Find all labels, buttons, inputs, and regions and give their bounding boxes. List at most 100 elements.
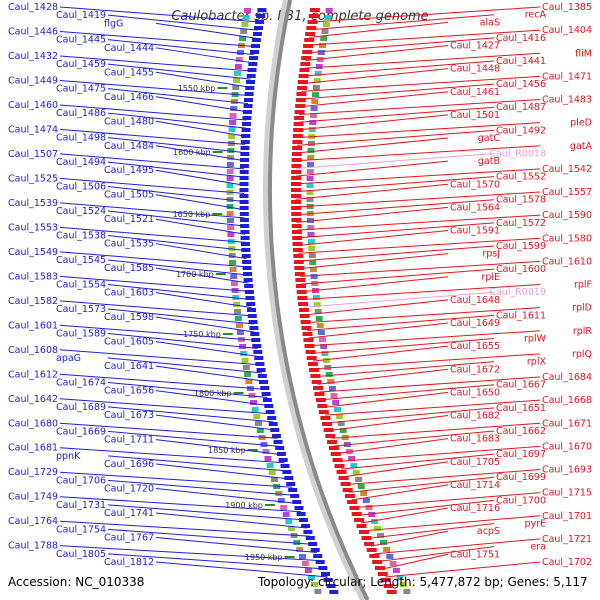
gene-block (295, 98, 306, 102)
gene-label: Caul_1466 (104, 92, 154, 103)
gene-leader-line (59, 496, 302, 513)
gene-leader-line (59, 300, 253, 317)
gene-block (306, 183, 314, 188)
gene-leader-line (301, 75, 541, 92)
gene-leader-line (321, 384, 495, 401)
gene-label: Caul_1495 (104, 165, 154, 176)
gene-leader-line (364, 515, 541, 532)
gene-leader-line (155, 537, 318, 554)
gene-leader-line (311, 337, 495, 354)
gene-leader-line (155, 22, 257, 39)
gene-label: Caul_R0018 (489, 148, 546, 159)
gene-leader-line (331, 422, 541, 439)
gene-block (230, 274, 238, 279)
gene-leader-line (312, 6, 541, 23)
gene-label: Caul_1524 (56, 206, 106, 217)
gene-leader-line (296, 214, 541, 231)
gene-label: Caul_1749 (8, 492, 58, 503)
gene-block (248, 320, 258, 324)
gene-leader-line (59, 202, 245, 219)
gene-block (334, 464, 345, 468)
gene-block (364, 542, 375, 546)
gene-block (246, 302, 256, 306)
gene-block (322, 422, 332, 426)
gene-label: Caul_1705 (450, 457, 500, 468)
gene-block (377, 533, 384, 538)
gene-block (309, 8, 320, 12)
gene-block (277, 498, 285, 503)
gene-block (268, 422, 278, 426)
gene-label: Caul_1669 (56, 426, 106, 437)
gene-leader-line (107, 308, 254, 325)
gene-block (296, 512, 306, 516)
gene-leader-line (107, 528, 314, 545)
gene-label: Caul_1696 (104, 459, 154, 470)
gene-block (296, 92, 307, 96)
gene-label: Caul_1605 (104, 337, 154, 348)
gene-block (240, 230, 250, 234)
gene-block (313, 386, 323, 390)
gene-block (307, 225, 315, 230)
gene-block (306, 197, 314, 202)
gene-block (282, 470, 292, 474)
gene-label: Caul_1670 (542, 441, 592, 452)
gene-block (273, 440, 283, 444)
gene-block (242, 122, 251, 126)
gene-leader-line (59, 177, 245, 194)
gene-block (372, 560, 383, 564)
gene-label: Caul_1483 (542, 95, 592, 106)
gene-leader-line (374, 538, 541, 555)
gene-label: Caul_1651 (496, 403, 546, 414)
gene-block (282, 512, 290, 517)
gene-block (347, 500, 358, 504)
gene-block (336, 470, 347, 474)
gene-block (242, 116, 252, 120)
gene-block (246, 74, 256, 78)
gene-block (307, 162, 314, 167)
gene-label: Caul_1404 (542, 25, 592, 36)
gene-block (307, 362, 318, 366)
gene-leader-line (323, 391, 449, 408)
gene-leader-line (155, 194, 245, 211)
gene-block (291, 152, 302, 156)
gene-leader-line (370, 530, 449, 547)
gene-block (291, 188, 301, 192)
gene-block (239, 218, 249, 222)
gene-block (234, 64, 242, 69)
gene-block (360, 491, 368, 496)
gene-label: Caul_1432 (8, 51, 58, 62)
gene-leader-line (59, 30, 256, 47)
gene-block (242, 266, 252, 270)
gene-block (348, 456, 356, 461)
gene-block (240, 158, 249, 162)
gene-block (292, 140, 303, 144)
gene-leader-line (304, 52, 541, 69)
gene-label: Caul_1419 (56, 10, 106, 21)
gene-label: Caul_1501 (450, 110, 500, 121)
gene-block (310, 106, 318, 111)
gene-block (396, 575, 404, 580)
gene-block (313, 78, 321, 83)
gene-label: Caul_1601 (8, 320, 58, 331)
gene-block (260, 442, 268, 447)
gene-block (304, 344, 315, 348)
gene-block (389, 561, 397, 566)
gene-block (311, 582, 319, 587)
gene-label: Caul_1545 (56, 255, 106, 266)
gene-label: gatA (570, 141, 593, 152)
gene-block (255, 421, 262, 426)
gene-block (243, 104, 253, 108)
gene-block (285, 519, 293, 524)
gene-block (291, 182, 301, 186)
gene-block (314, 392, 325, 396)
gene-label: Caul_1446 (8, 26, 58, 37)
gene-block (298, 308, 309, 312)
gene-label: Caul_1702 (542, 557, 592, 568)
gene-block (327, 379, 335, 384)
gene-label: Caul_1671 (542, 418, 592, 429)
gene-block (313, 302, 321, 307)
gene-block (290, 494, 300, 498)
gene-block (310, 274, 318, 279)
gene-block (242, 260, 252, 264)
gene-block (241, 254, 251, 258)
